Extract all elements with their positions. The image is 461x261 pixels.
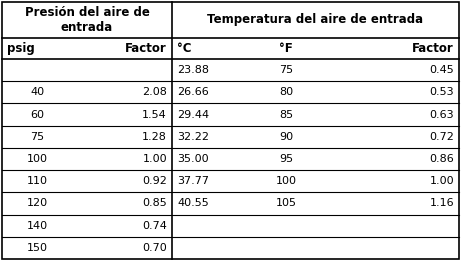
Text: 0.72: 0.72 <box>429 132 454 142</box>
Text: 0.85: 0.85 <box>142 198 167 209</box>
Text: Temperatura del aire de entrada: Temperatura del aire de entrada <box>207 14 424 27</box>
Text: °C: °C <box>177 42 191 55</box>
Text: psig: psig <box>7 42 35 55</box>
Text: Factor: Factor <box>412 42 454 55</box>
Text: 1.28: 1.28 <box>142 132 167 142</box>
Text: 1.00: 1.00 <box>142 154 167 164</box>
Text: 75: 75 <box>279 65 293 75</box>
Text: 110: 110 <box>27 176 48 186</box>
Text: 120: 120 <box>27 198 48 209</box>
Text: Presión del aire de
entrada: Presión del aire de entrada <box>24 6 149 34</box>
Text: 95: 95 <box>279 154 293 164</box>
Text: 23.88: 23.88 <box>177 65 209 75</box>
Text: 75: 75 <box>30 132 45 142</box>
Text: 29.44: 29.44 <box>177 110 209 120</box>
Text: 37.77: 37.77 <box>177 176 209 186</box>
Text: 0.53: 0.53 <box>429 87 454 97</box>
Text: 100: 100 <box>276 176 297 186</box>
Text: 32.22: 32.22 <box>177 132 209 142</box>
Text: 40: 40 <box>30 87 45 97</box>
Text: Factor: Factor <box>125 42 167 55</box>
Text: 80: 80 <box>279 87 293 97</box>
Text: 60: 60 <box>30 110 45 120</box>
Text: 1.54: 1.54 <box>142 110 167 120</box>
Text: 0.70: 0.70 <box>142 243 167 253</box>
Text: 150: 150 <box>27 243 48 253</box>
Text: 0.45: 0.45 <box>429 65 454 75</box>
Text: 2.08: 2.08 <box>142 87 167 97</box>
Text: 0.92: 0.92 <box>142 176 167 186</box>
Text: 85: 85 <box>279 110 293 120</box>
Text: 0.74: 0.74 <box>142 221 167 231</box>
Text: 40.55: 40.55 <box>177 198 209 209</box>
Text: 90: 90 <box>279 132 293 142</box>
Text: 1.16: 1.16 <box>429 198 454 209</box>
Text: 26.66: 26.66 <box>177 87 209 97</box>
Text: 105: 105 <box>276 198 297 209</box>
Text: °F: °F <box>279 42 293 55</box>
Text: 140: 140 <box>27 221 48 231</box>
Text: 0.86: 0.86 <box>429 154 454 164</box>
Text: 0.63: 0.63 <box>429 110 454 120</box>
Text: 35.00: 35.00 <box>177 154 209 164</box>
Text: 1.00: 1.00 <box>429 176 454 186</box>
Text: 100: 100 <box>27 154 48 164</box>
